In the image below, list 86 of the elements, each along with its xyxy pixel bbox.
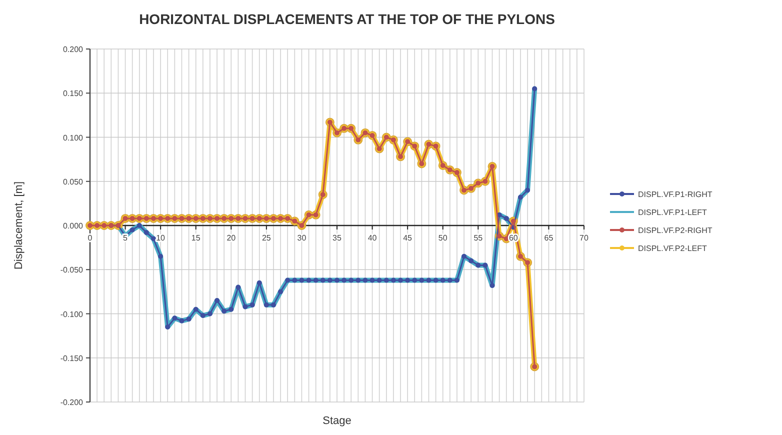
x-tick-label: 40 bbox=[368, 234, 378, 242]
point bbox=[362, 278, 368, 283]
point bbox=[532, 86, 538, 92]
point bbox=[525, 188, 530, 193]
point bbox=[462, 254, 467, 259]
point bbox=[518, 194, 523, 200]
point bbox=[250, 302, 255, 308]
point bbox=[151, 236, 156, 242]
point bbox=[376, 278, 382, 283]
point bbox=[144, 230, 149, 236]
point bbox=[193, 306, 198, 312]
x-tick-label: 70 bbox=[580, 234, 589, 242]
point bbox=[236, 284, 241, 290]
point bbox=[490, 283, 495, 288]
point bbox=[172, 316, 178, 321]
point bbox=[468, 258, 474, 264]
point bbox=[200, 313, 206, 318]
legend-label: DISPL.VF.P1-LEFT bbox=[638, 208, 708, 217]
point bbox=[342, 278, 347, 283]
y-tick-label: 0.150 bbox=[62, 89, 84, 98]
point bbox=[285, 278, 290, 283]
point bbox=[136, 223, 142, 228]
point bbox=[398, 278, 404, 283]
y-tick-label: -0.050 bbox=[60, 266, 84, 275]
x-tick-label: 15 bbox=[191, 234, 201, 242]
point bbox=[179, 318, 184, 324]
point bbox=[433, 278, 438, 283]
x-tick-label: 25 bbox=[262, 234, 272, 242]
point bbox=[390, 278, 396, 283]
point bbox=[207, 311, 212, 316]
point bbox=[454, 278, 460, 283]
point bbox=[264, 302, 269, 308]
point bbox=[348, 278, 354, 283]
point bbox=[228, 306, 234, 312]
point bbox=[130, 227, 135, 232]
point bbox=[256, 280, 262, 286]
point bbox=[186, 316, 192, 322]
point bbox=[384, 278, 389, 283]
x-axis-title: Stage bbox=[322, 415, 352, 427]
point bbox=[412, 278, 418, 283]
point bbox=[419, 278, 424, 283]
point bbox=[306, 278, 312, 283]
x-tick-label: 20 bbox=[226, 234, 236, 242]
point bbox=[356, 278, 361, 283]
chart-title: HORIZONTAL DISPLACEMENTS AT THE TOP OF THE PYLONS bbox=[139, 11, 555, 27]
y-axis-title: Displacement, [m] bbox=[13, 181, 25, 270]
point bbox=[426, 278, 432, 283]
point bbox=[299, 278, 304, 283]
y-tick-label: 0.100 bbox=[62, 133, 84, 142]
x-tick-label: 65 bbox=[544, 234, 554, 242]
point bbox=[278, 289, 284, 294]
point bbox=[242, 304, 248, 310]
point bbox=[313, 278, 318, 283]
legend-label: DISPL.VF.P2-RIGHT bbox=[638, 226, 712, 235]
point bbox=[214, 298, 220, 304]
point bbox=[222, 308, 227, 314]
legend-label: DISPL.VF.P1-RIGHT bbox=[638, 190, 712, 199]
point bbox=[270, 302, 276, 308]
point bbox=[370, 278, 375, 283]
y-tick-label: 0.200 bbox=[62, 45, 84, 54]
legend-label: DISPL.VF.P2-LEFT bbox=[638, 244, 708, 253]
point bbox=[327, 278, 332, 283]
point bbox=[476, 262, 481, 268]
y-tick-label: -0.100 bbox=[60, 310, 84, 319]
x-tick-label: 30 bbox=[297, 234, 307, 242]
y-tick-label: -0.150 bbox=[60, 354, 84, 363]
y-tick-label: 0.050 bbox=[62, 177, 84, 186]
y-tick-label: -0.200 bbox=[60, 398, 84, 407]
point bbox=[405, 278, 410, 283]
x-tick-label: 55 bbox=[474, 234, 484, 242]
point bbox=[447, 278, 452, 283]
point bbox=[334, 278, 340, 283]
point bbox=[158, 254, 164, 259]
point bbox=[504, 216, 509, 221]
x-tick-label: 45 bbox=[403, 234, 413, 242]
x-tick-label: 5 bbox=[123, 234, 128, 242]
x-tick-label: 50 bbox=[438, 234, 448, 242]
point bbox=[165, 324, 170, 330]
y-tick-label: 0.000 bbox=[62, 222, 84, 230]
point bbox=[292, 278, 298, 283]
x-tick-label: 60 bbox=[508, 234, 518, 242]
point bbox=[482, 262, 488, 268]
x-tick-label: 10 bbox=[156, 234, 166, 242]
point bbox=[440, 278, 446, 283]
point bbox=[320, 278, 326, 283]
x-tick-label: 35 bbox=[332, 234, 342, 242]
